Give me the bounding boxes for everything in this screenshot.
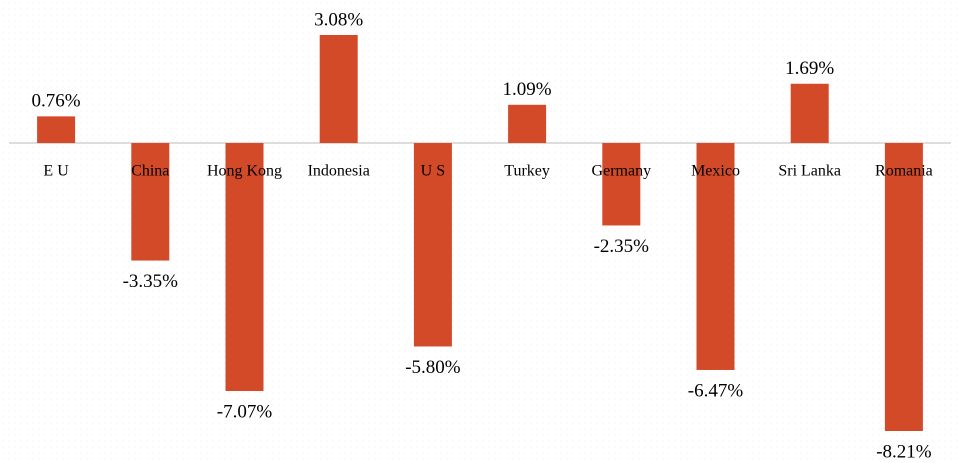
bar [884, 143, 923, 431]
value-label: 0.76% [32, 91, 81, 112]
value-label: -2.35% [594, 236, 650, 257]
bar [790, 83, 829, 144]
category-label: Germany [592, 163, 652, 180]
value-label: -8.21% [876, 441, 932, 462]
category-label: Turkey [504, 163, 550, 180]
category-label: Indonesia [308, 163, 370, 180]
value-label: -7.07% [217, 401, 273, 422]
bar [696, 143, 735, 370]
value-label: -5.80% [405, 357, 461, 378]
value-label: 3.08% [314, 9, 363, 30]
bar [37, 116, 76, 144]
value-label: 1.69% [785, 58, 834, 79]
category-label: Mexico [691, 163, 740, 180]
bar [508, 104, 547, 144]
value-label: -6.47% [688, 380, 744, 401]
bar [319, 35, 358, 144]
bar [413, 143, 452, 347]
value-label: -3.35% [123, 271, 179, 292]
category-label: U S [421, 163, 445, 180]
category-label: China [131, 163, 169, 180]
category-label: Hong Kong [207, 163, 282, 180]
bar [225, 143, 264, 392]
bar [602, 143, 641, 226]
value-label: 1.09% [503, 79, 552, 100]
category-label: Romania [875, 163, 933, 180]
category-label: E U [43, 163, 69, 180]
bar [131, 143, 170, 261]
category-label: Sri Lanka [778, 163, 841, 180]
